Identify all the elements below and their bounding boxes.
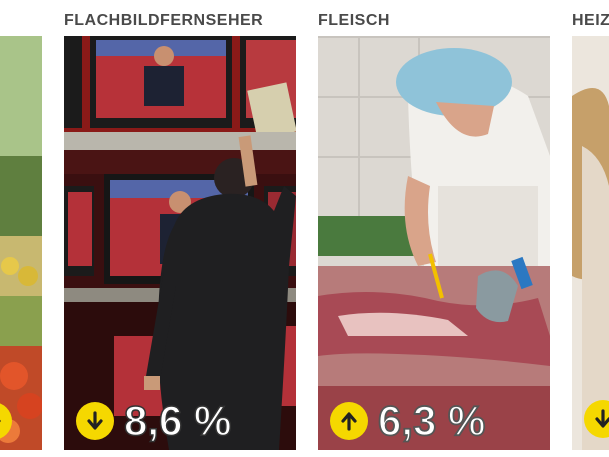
heating-photo xyxy=(572,36,609,450)
fruit-photo xyxy=(0,36,42,450)
panel-tv: FLACHBILDFERNSEHER xyxy=(64,0,296,457)
meat-image xyxy=(318,36,550,450)
tv-image xyxy=(64,36,296,450)
percent-change: 6,3 % xyxy=(377,397,486,444)
fruit-image xyxy=(0,36,42,450)
panel-meat: FLEISCH xyxy=(318,0,550,457)
arrow-up-icon xyxy=(330,402,368,440)
meat-badge: 6,3 % xyxy=(330,397,486,444)
panel-title: HEIZ xyxy=(572,12,609,29)
fruit-badge xyxy=(0,402,12,440)
tv-photo xyxy=(64,36,296,450)
arrow-down-icon xyxy=(0,402,12,440)
panel-heating: HEIZ xyxy=(572,0,609,457)
panel-fruit xyxy=(0,0,42,457)
arrow-down-icon xyxy=(76,402,114,440)
heating-badge xyxy=(584,400,609,438)
arrow-down-icon xyxy=(584,400,609,438)
percent-change: 8,6 % xyxy=(123,397,232,444)
tv-badge: 8,6 % xyxy=(76,397,232,444)
panel-title: FLACHBILDFERNSEHER xyxy=(64,12,264,29)
meat-photo xyxy=(318,36,550,450)
heating-image xyxy=(572,36,609,450)
panel-title: FLEISCH xyxy=(318,12,390,29)
